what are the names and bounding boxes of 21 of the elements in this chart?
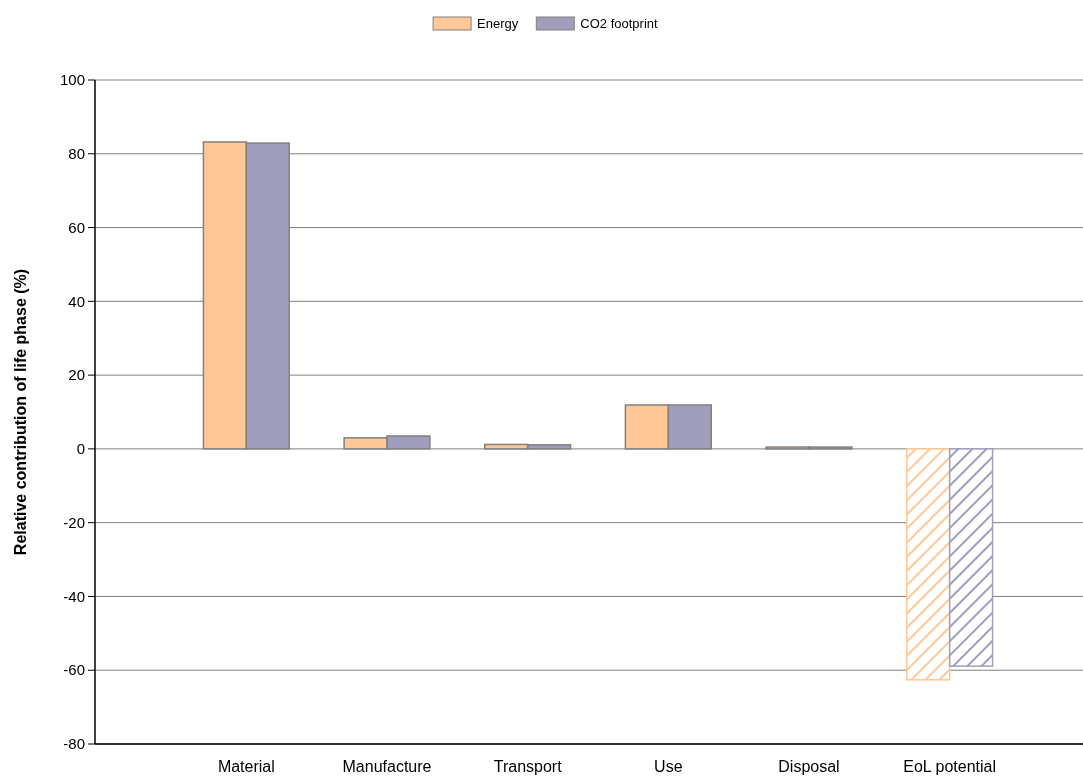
x-tick-label: Use <box>654 758 683 775</box>
x-tick-label: Manufacture <box>342 758 432 775</box>
y-tick-label: -20 <box>63 513 85 531</box>
y-tick-label: -60 <box>63 661 85 679</box>
legend-label: CO2 footprint <box>580 16 658 31</box>
y-tick-label: 60 <box>68 218 85 236</box>
y-tick-label: 100 <box>59 71 85 89</box>
x-tick-label: Transport <box>493 758 563 775</box>
y-tick-label: -40 <box>63 587 85 605</box>
bar <box>948 448 994 667</box>
y-tick-label: -80 <box>63 735 85 753</box>
y-axis-title: Relative contribution of life phase (%) <box>12 268 29 556</box>
y-tick-label: 20 <box>68 366 85 384</box>
bar <box>906 448 951 681</box>
y-tick-label: 80 <box>68 145 85 163</box>
y-tick-label: 40 <box>68 292 85 310</box>
x-tick-label: Material <box>217 758 275 775</box>
x-tick-label: EoL potential <box>903 758 997 775</box>
y-tick-label: 0 <box>76 440 85 458</box>
x-tick-label: Disposal <box>778 758 840 775</box>
legend-label: Energy <box>477 16 519 31</box>
